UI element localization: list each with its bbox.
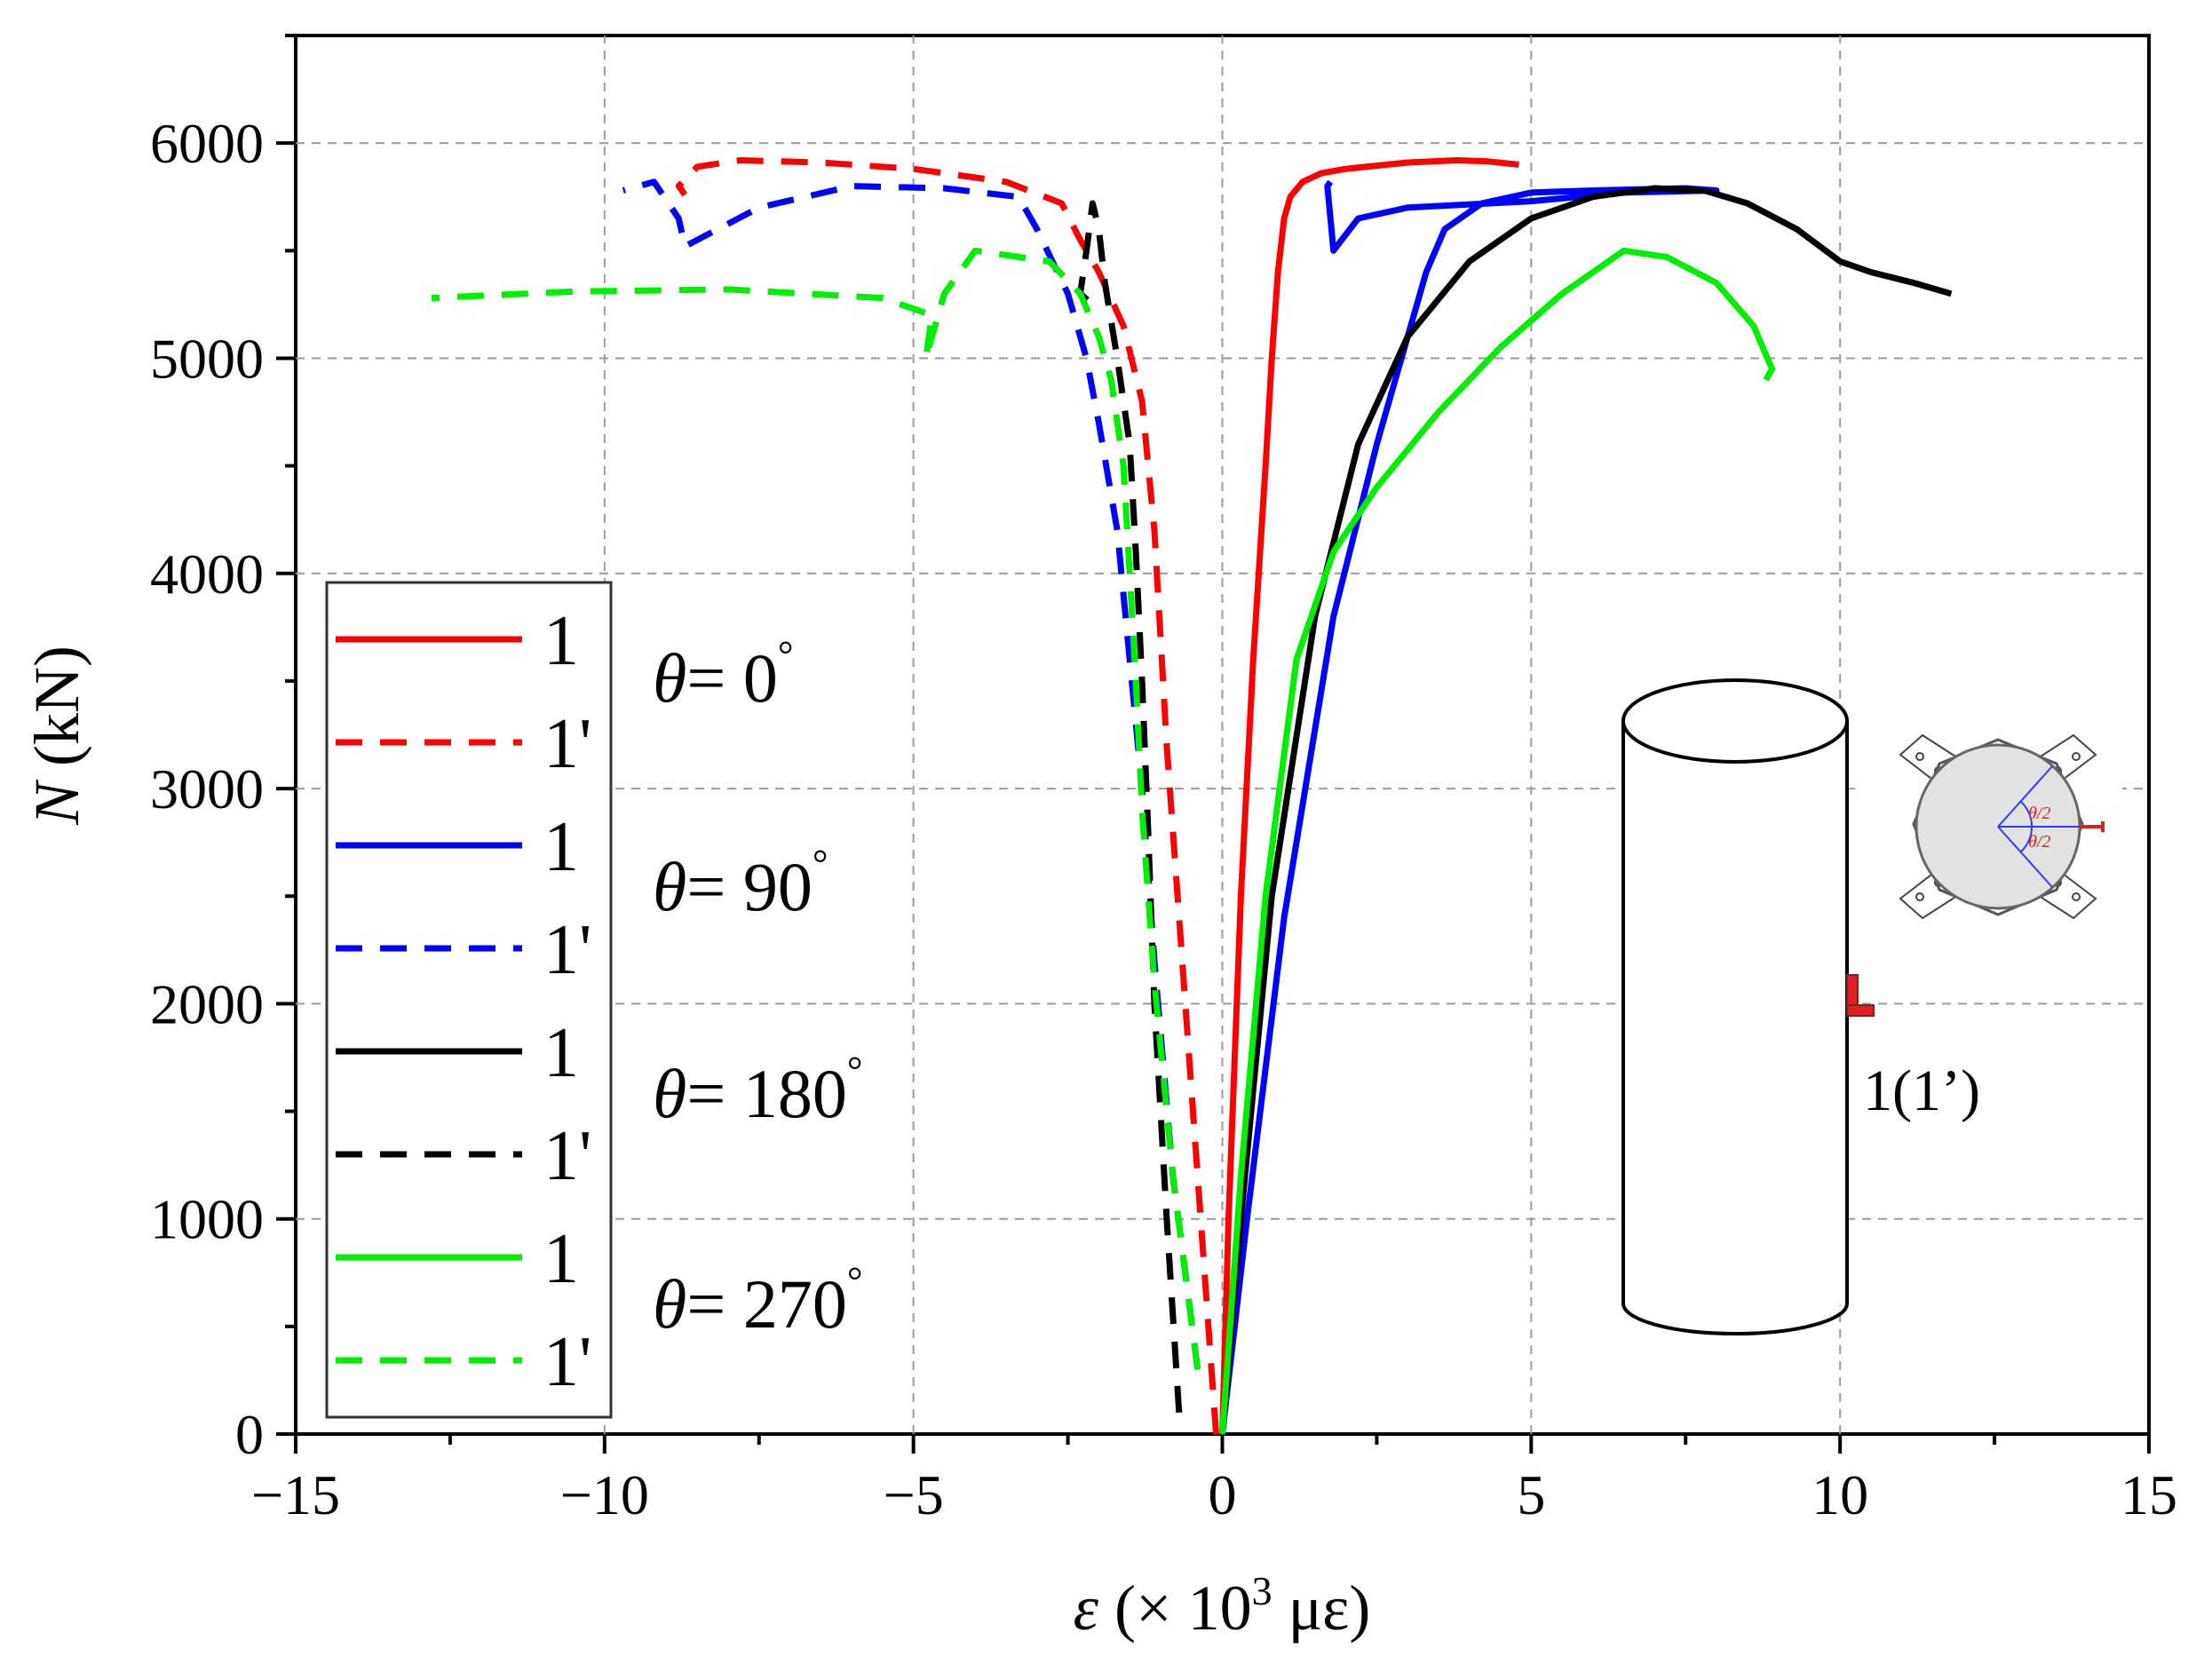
- x-tick-label: 5: [1517, 1463, 1545, 1526]
- legend-label: 1': [543, 705, 591, 783]
- x-axis-symbol: ε: [1074, 1573, 1099, 1644]
- x-axis-exponent: 3: [1252, 1568, 1272, 1613]
- x-tick-label: 10: [1812, 1463, 1868, 1526]
- series-line-theta90: [1219, 179, 1720, 1435]
- legend-label: 1: [543, 808, 579, 886]
- series-line-theta180-prime: [1077, 200, 1183, 1414]
- series-line-theta180: [1219, 185, 1953, 1435]
- theta-label-270: θ= 270°: [653, 1259, 862, 1343]
- cross-section-inset: θ/2 θ/2: [1856, 684, 2122, 968]
- half-angle-label-upper: θ/2: [2028, 804, 2050, 823]
- y-tick-label: 3000: [150, 757, 264, 820]
- x-tick-label: −5: [884, 1463, 944, 1526]
- y-tick-label: 0: [235, 1403, 264, 1466]
- tick-labels: −15 −10 −5 0 5 10 15 0 1000 2000 3000 4000 5000 6000: [150, 112, 2177, 1526]
- theta-annotations: θ= 0° θ= 90° θ= 180° θ= 270°: [653, 633, 862, 1343]
- sensor-label: 1(1’): [1863, 1058, 1980, 1123]
- theta-label-180: θ= 180°: [653, 1049, 862, 1132]
- y-tick-label: 4000: [150, 543, 264, 606]
- theta-label-0: θ= 0°: [653, 633, 793, 717]
- series-line-theta270: [1219, 247, 1776, 1435]
- legend-entries: 1 1' 1 1' 1 1' 1 1': [336, 602, 591, 1401]
- legend-label: 1: [543, 1220, 579, 1298]
- series-line-theta0: [1219, 157, 1519, 1435]
- axis-ticks: [276, 34, 2151, 1454]
- series-line-theta0-prime: [675, 157, 1219, 1435]
- x-axis-unit: με): [1272, 1573, 1371, 1644]
- y-tick-label: 6000: [150, 112, 264, 175]
- series-line-theta90-prime: [622, 178, 1201, 1370]
- legend-box: [325, 581, 613, 1419]
- series-line-theta270-prime: [431, 247, 1201, 1370]
- x-tick-label: 15: [2121, 1463, 2177, 1526]
- x-axis-text: (× 10: [1098, 1573, 1252, 1644]
- theta-label-90: θ= 90°: [653, 842, 828, 925]
- data-series: [431, 157, 1953, 1435]
- legend: 1 1' 1 1' 1 1' 1 1': [325, 581, 613, 1419]
- x-axis-title: ε (× 103 με): [1074, 1568, 1371, 1644]
- specimen-cylinder-inset: 1(1’): [1618, 678, 1980, 1335]
- x-tick-label: −10: [560, 1463, 649, 1526]
- y-axis-title: N (kN): [21, 646, 92, 826]
- x-tick-label: −15: [251, 1463, 340, 1526]
- legend-label: 1: [543, 1014, 579, 1092]
- half-angle-label-lower: θ/2: [2028, 832, 2050, 852]
- x-tick-label: 0: [1209, 1463, 1237, 1526]
- y-axis-symbol: N: [21, 779, 92, 826]
- strain-gauge-marker: [1846, 974, 1875, 1017]
- legend-label: 1': [543, 1117, 591, 1195]
- y-tick-label: 1000: [150, 1188, 264, 1251]
- legend-label: 1: [543, 602, 579, 680]
- y-tick-label: 2000: [150, 972, 264, 1035]
- legend-label: 1': [543, 1323, 591, 1401]
- legend-label: 1': [543, 911, 591, 989]
- y-tick-label: 5000: [150, 327, 264, 390]
- y-axis-text: (kN): [21, 646, 92, 782]
